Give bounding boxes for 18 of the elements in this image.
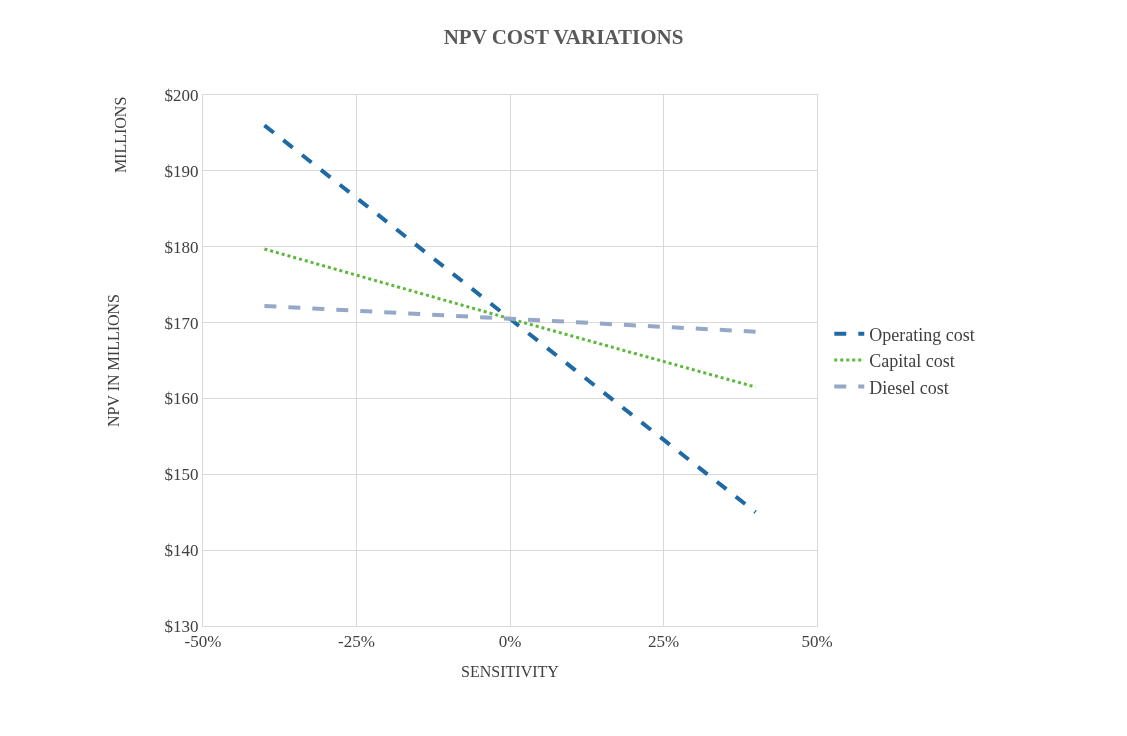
text: MILLIONS <box>112 96 130 174</box>
x-tick-label: 0% <box>498 632 522 652</box>
chart-title: NPV COST VARIATIONS <box>443 25 684 50</box>
y-tick-label: $170 <box>164 313 199 333</box>
y-tick-label: $200 <box>164 85 199 105</box>
legend-label: Capital cost <box>869 351 955 372</box>
x-tick-label: -25% <box>338 632 375 652</box>
y-tick-label: $180 <box>164 237 199 257</box>
y-tick-label: $150 <box>164 465 199 485</box>
y-tick-label: $140 <box>164 541 199 561</box>
x-tick-label: 50% <box>801 632 833 652</box>
y-tick-label: $190 <box>164 161 199 181</box>
x-axis-title: SENSITIVITY <box>461 663 560 681</box>
x-tick-label: 25% <box>647 632 680 652</box>
legend-label: Operating cost <box>869 324 975 345</box>
y-axis-title: NPV IN MILLIONS <box>105 293 123 428</box>
y-tick-label: $160 <box>164 389 199 409</box>
legend-label: Diesel cost <box>869 377 949 398</box>
